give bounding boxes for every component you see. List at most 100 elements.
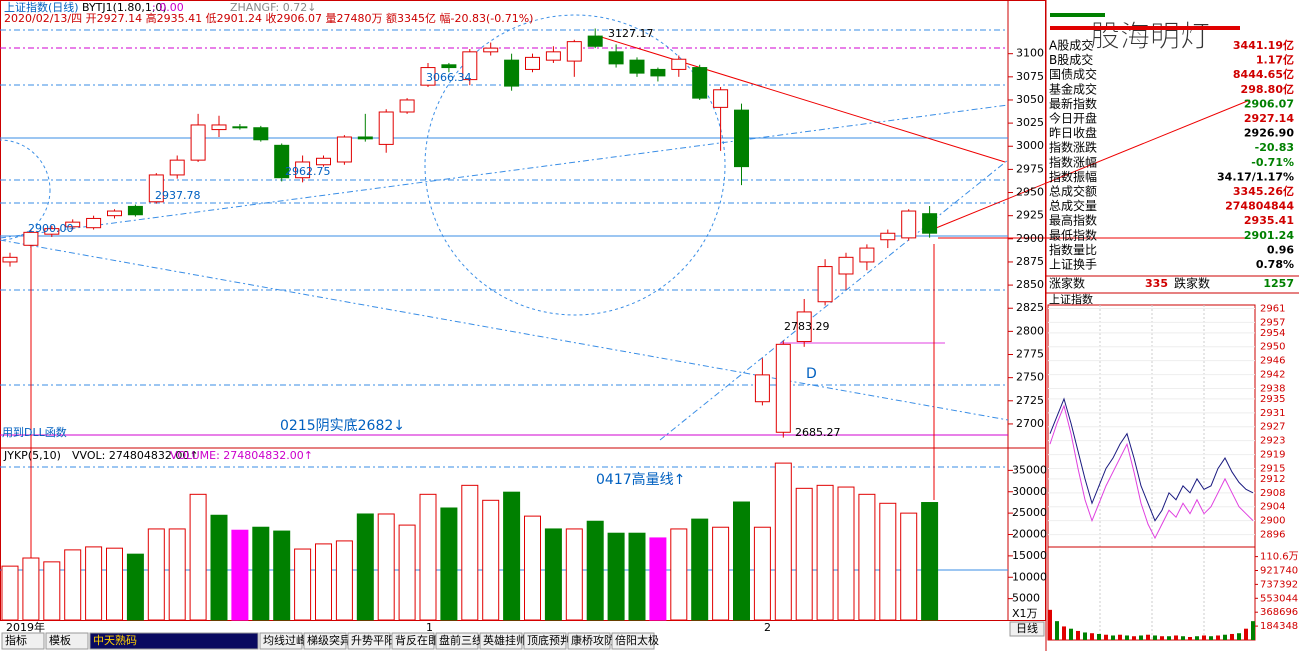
candle-body — [483, 47, 499, 53]
mini-volume-bar — [1118, 634, 1122, 640]
tab-label[interactable]: 盘前三线 — [439, 633, 483, 647]
y-tick-label: 3075 — [1016, 70, 1044, 83]
volume-vvol: VVOL: 274804832.00↑ — [72, 449, 199, 462]
tab[interactable] — [435, 632, 479, 650]
mini-tick-label: 2927 — [1260, 422, 1285, 433]
period-button[interactable] — [1009, 621, 1045, 637]
candle-body — [378, 111, 394, 145]
row-value: 3345.26亿 — [1233, 184, 1294, 198]
tab[interactable] — [347, 632, 391, 650]
candle-body — [86, 217, 102, 229]
tab[interactable] — [1, 632, 45, 650]
tab-label[interactable]: 中天熟码 — [93, 633, 137, 647]
tab-label[interactable]: 康桥攻防 — [571, 633, 615, 647]
mini-volume-bar — [1048, 609, 1052, 640]
mini-tick-label: 2919 — [1260, 450, 1285, 461]
volume-bar — [565, 528, 583, 621]
candle-body — [274, 144, 290, 179]
row-label: 总成交额 — [1049, 184, 1097, 199]
candle-body — [629, 59, 645, 74]
y-tick-label: 35000 — [1012, 463, 1047, 476]
tab[interactable] — [45, 632, 89, 650]
candle-body — [441, 64, 457, 69]
watermark: 股海明灯 — [1090, 20, 1210, 55]
tab-label[interactable]: 英雄挂帅 — [483, 633, 527, 647]
y-tick-label: 2900 — [1016, 232, 1044, 245]
tab[interactable] — [567, 632, 611, 650]
indicator-value: : 0.00 — [152, 1, 184, 14]
candle-body — [922, 213, 938, 234]
volume-bar — [795, 487, 813, 621]
row-label: 上证换手 — [1049, 258, 1097, 272]
volume-bar — [64, 549, 82, 621]
tab[interactable] — [89, 632, 259, 650]
y-tick-label: 25000 — [1012, 506, 1047, 519]
row-value: 0.78% — [1256, 258, 1294, 271]
indicator: BYTJ1(1.80,1,0) — [82, 1, 167, 14]
volume-bar — [586, 520, 604, 621]
tab[interactable] — [611, 632, 655, 650]
volume-bar — [712, 526, 730, 621]
y-tick-label: 10000 — [1012, 570, 1047, 583]
mini-tick-label: 2896 — [1260, 530, 1285, 541]
x-label: 1 — [426, 621, 433, 634]
volume-bar — [503, 491, 521, 621]
tab[interactable] — [259, 632, 303, 650]
tab[interactable] — [391, 632, 435, 650]
volume-bar — [294, 548, 312, 621]
annotation: 2962.75 — [285, 165, 331, 178]
mini-tick-label: 2954 — [1260, 328, 1285, 339]
row-label: 昨日收盘 — [1049, 125, 1097, 140]
volume-bar — [419, 493, 437, 621]
tab[interactable] — [303, 632, 347, 650]
candle-body — [336, 136, 352, 163]
candle-body — [2, 256, 18, 263]
volume-bar — [398, 524, 416, 621]
y-tick-label: 2850 — [1016, 278, 1044, 291]
row-label: B股成交 — [1049, 52, 1093, 67]
annotation: 2937.78 — [155, 189, 201, 202]
candle-body — [608, 51, 624, 65]
candle-body — [525, 56, 540, 70]
tab-label[interactable]: 指标 — [5, 633, 27, 647]
tab-label[interactable]: 均线过峰 — [263, 633, 307, 647]
candle-body — [253, 127, 269, 141]
volume-bar — [733, 501, 750, 621]
candle-body — [232, 126, 248, 129]
mini-volume-bar — [1097, 633, 1101, 640]
volume-bar — [126, 553, 144, 621]
row-value: 3441.19亿 — [1233, 38, 1294, 52]
volume-bar — [524, 515, 541, 621]
mini-volume-bar — [1104, 634, 1108, 640]
mini-volume-bar — [1181, 636, 1185, 640]
tab-label[interactable]: 顶底预判 — [527, 633, 571, 647]
candle-body — [399, 99, 415, 113]
row-value: 8444.65亿 — [1233, 67, 1294, 81]
tab[interactable] — [479, 632, 523, 650]
y-tick-label: 2700 — [1016, 417, 1044, 430]
mini-tick-label: 2942 — [1260, 370, 1285, 381]
period-label[interactable]: 日线 — [1016, 621, 1038, 635]
tab-label[interactable]: 梯级突异 — [307, 633, 351, 647]
mini-volume-bar — [1167, 636, 1171, 640]
tab-label[interactable]: 升势平阳 — [351, 634, 395, 647]
mini-vtick-label: 368696 — [1260, 607, 1298, 618]
row-value: 2901.24 — [1244, 229, 1294, 242]
up-count: 335 — [1145, 277, 1168, 290]
mini-tick-label: 2938 — [1260, 383, 1285, 394]
y-tick-label: 2975 — [1016, 162, 1044, 175]
volume-bar — [189, 493, 207, 621]
y-tick-label: 3050 — [1016, 93, 1044, 106]
mini-volume-bar — [1153, 635, 1157, 640]
candle-body — [901, 210, 917, 239]
tab-label[interactable]: 背反在即 — [395, 633, 439, 647]
tab-label[interactable]: 倍阳太极 — [615, 633, 659, 647]
mini-tick-label: 2935 — [1260, 394, 1285, 405]
tab-label[interactable]: 模板 — [49, 633, 71, 647]
tab[interactable] — [523, 632, 567, 650]
candle-body — [420, 67, 436, 86]
mini-volume-bar — [1132, 636, 1136, 640]
mini-volume-bar — [1244, 628, 1248, 640]
mini-vtick-label: 110.6万 — [1260, 552, 1299, 563]
candle-body — [838, 256, 854, 275]
